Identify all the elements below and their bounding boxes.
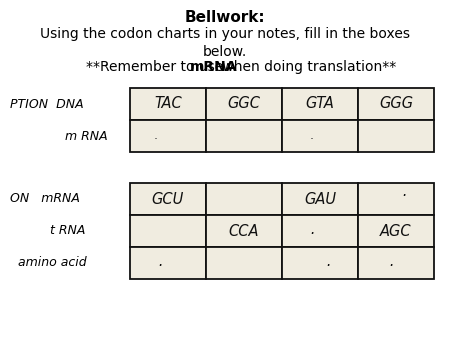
Text: ·: · xyxy=(158,260,162,274)
Text: AGC: AGC xyxy=(380,223,412,239)
Bar xyxy=(206,247,282,279)
Text: t RNA: t RNA xyxy=(50,224,86,238)
Text: mRNA: mRNA xyxy=(190,60,238,74)
Text: TAC: TAC xyxy=(154,97,182,112)
Text: GCU: GCU xyxy=(152,192,184,207)
Bar xyxy=(282,88,358,120)
Text: ON   mRNA: ON mRNA xyxy=(10,193,80,206)
Text: ·: · xyxy=(402,190,406,204)
Text: ·: · xyxy=(326,260,330,274)
Text: Using the codon charts in your notes, fill in the boxes
below.: Using the codon charts in your notes, fi… xyxy=(40,27,410,59)
Text: amino acid: amino acid xyxy=(18,257,86,269)
Text: ·: · xyxy=(310,227,314,242)
Text: Bellwork:: Bellwork: xyxy=(184,10,266,25)
Text: GAU: GAU xyxy=(304,192,336,207)
Bar xyxy=(130,183,206,215)
Bar xyxy=(130,120,206,152)
Bar xyxy=(282,215,358,247)
Text: PTION  DNA: PTION DNA xyxy=(10,97,84,111)
Bar xyxy=(358,247,434,279)
Bar xyxy=(206,215,282,247)
Bar xyxy=(358,215,434,247)
Bar xyxy=(206,183,282,215)
Text: **Remember to use: **Remember to use xyxy=(86,60,228,74)
Bar xyxy=(282,183,358,215)
Bar xyxy=(358,120,434,152)
Bar xyxy=(130,247,206,279)
Text: CCA: CCA xyxy=(229,223,259,239)
Bar xyxy=(130,88,206,120)
Text: ·: · xyxy=(389,260,393,274)
Bar xyxy=(282,247,358,279)
Text: GGG: GGG xyxy=(379,97,413,112)
Bar xyxy=(206,120,282,152)
Bar xyxy=(358,183,434,215)
Text: m RNA: m RNA xyxy=(65,129,108,143)
Bar xyxy=(130,215,206,247)
Bar xyxy=(206,88,282,120)
Text: ·: · xyxy=(310,134,314,146)
Text: GTA: GTA xyxy=(306,97,334,112)
Bar xyxy=(358,88,434,120)
Text: GGC: GGC xyxy=(228,97,261,112)
Text: ·: · xyxy=(154,134,158,146)
Bar xyxy=(282,120,358,152)
Text: when doing translation**: when doing translation** xyxy=(218,60,396,74)
